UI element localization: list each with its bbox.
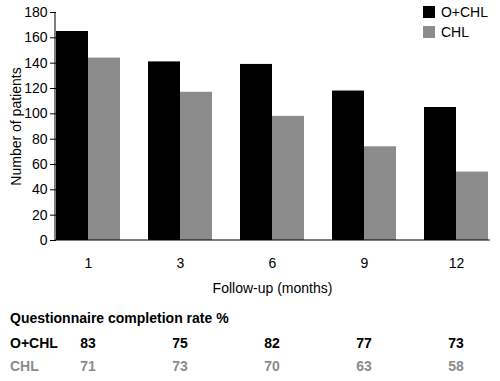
html-text:71: 71 (80, 358, 96, 374)
html-text:O+CHL: O+CHL (440, 4, 488, 20)
html-text:CHL: CHL (10, 358, 39, 374)
svg-text:Number of patients: Number of patients (8, 67, 24, 185)
svg-text:3: 3 (177, 255, 185, 271)
svg-text:160: 160 (24, 29, 48, 45)
html-text:70: 70 (264, 358, 280, 374)
html-text:Questionnaire completion rate: Questionnaire completion rate % (10, 310, 229, 326)
svg-text:100: 100 (24, 105, 48, 121)
html-text:77: 77 (356, 335, 372, 351)
svg-text:6: 6 (269, 255, 277, 271)
svg-text:0: 0 (40, 232, 48, 248)
html-text:O+CHL: O+CHL (10, 335, 58, 351)
html-text:73: 73 (448, 335, 464, 351)
html-text:73: 73 (172, 358, 188, 374)
svg-text:120: 120 (24, 80, 48, 96)
svg-text:80: 80 (32, 131, 48, 147)
svg-text:20: 20 (32, 207, 48, 223)
svg-text:40: 40 (32, 181, 48, 197)
svg-text:180: 180 (24, 4, 48, 20)
html-text:63: 63 (356, 358, 372, 374)
svg-text:9: 9 (361, 255, 369, 271)
svg-text:140: 140 (24, 55, 48, 71)
html-text:CHL: CHL (440, 24, 469, 40)
svg-text:1: 1 (85, 255, 93, 271)
svg-text:12: 12 (449, 255, 465, 271)
html-text:75: 75 (172, 335, 188, 351)
svg-text:60: 60 (32, 156, 48, 172)
html-text:58: 58 (448, 358, 464, 374)
html-text:82: 82 (264, 335, 280, 351)
html-text:83: 83 (80, 335, 96, 351)
svg-text:Follow-up (months): Follow-up (months) (213, 280, 333, 296)
